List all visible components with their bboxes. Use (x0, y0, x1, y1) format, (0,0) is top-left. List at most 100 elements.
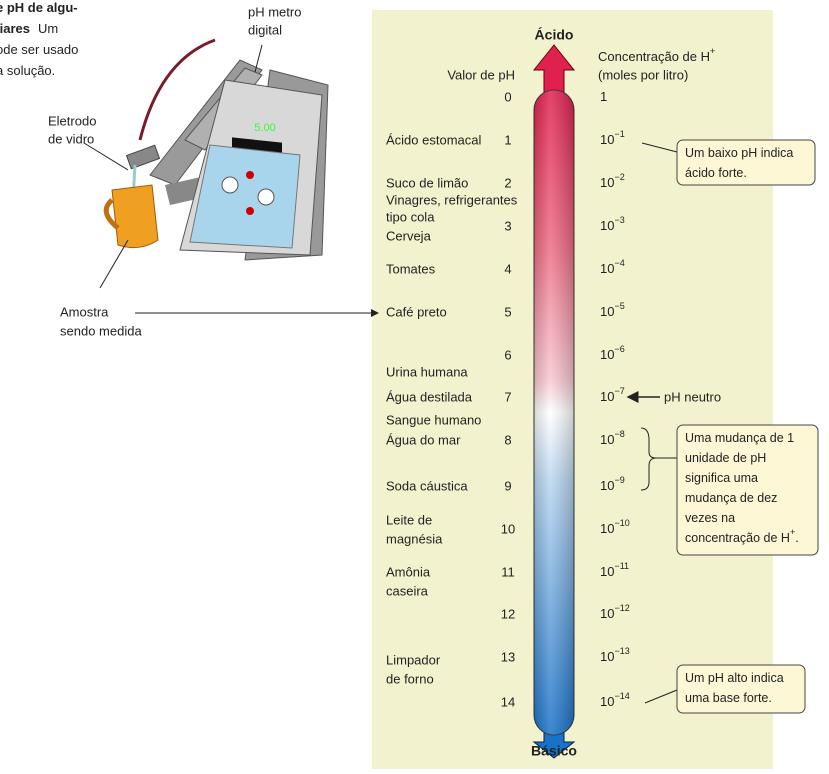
substance: de forno (386, 671, 434, 686)
substance: Amônia (386, 564, 431, 579)
meter-label: pH metro (248, 4, 301, 19)
ph-value: 12 (501, 606, 515, 621)
substance: Cerveja (386, 228, 432, 243)
caption: e pH de algu-liaresUm ode ser usado a solu… (0, 0, 78, 78)
electrode-label: Eletrodo (48, 113, 96, 128)
caption-text: a solução. (0, 63, 55, 78)
callout-text: Uma mudança de 1 (685, 431, 794, 445)
callout-text: vezes na (685, 511, 735, 525)
sample-label: Amostra (60, 304, 109, 319)
conc-base: 10 (600, 347, 614, 362)
caption-text: Um (38, 21, 58, 36)
callout-line: Uma mudança de 1 (685, 431, 794, 445)
substance: Leite de (386, 512, 432, 527)
ph-tube-shade (534, 90, 574, 735)
conc-base: 10 (600, 432, 614, 447)
ph-value: 5 (504, 304, 511, 319)
callout-text: uma base forte. (685, 691, 772, 705)
meter-display: 5.00 (254, 122, 275, 134)
callout-text: ácido forte. (685, 166, 747, 180)
conc-exp: −8 (614, 429, 624, 439)
conc-exp: −12 (614, 603, 629, 613)
conc-base: 10 (600, 478, 614, 493)
callout-text: significa uma (685, 471, 758, 485)
caption-line: ode ser usado (0, 42, 78, 57)
callout-line: ácido forte. (685, 166, 747, 180)
caption-line: liaresUm (0, 21, 58, 36)
conc-header-text: Concentração de H (598, 49, 710, 64)
callout-text: unidade de pH (685, 451, 766, 465)
conc-exp: −3 (614, 215, 624, 225)
ph-value: 8 (504, 432, 511, 447)
ph-value: 0 (504, 89, 511, 104)
substance: Tomates (386, 261, 436, 276)
conc-base: 10 (600, 389, 614, 404)
conc-base: 10 (600, 606, 614, 621)
callout-line: concentração de H (685, 531, 790, 545)
callout-tail: . (795, 531, 798, 545)
sample-label: sendo medida (60, 323, 142, 338)
conc-exp: −13 (614, 646, 629, 656)
conc-exp: −6 (614, 344, 624, 354)
substance: Sangue humano (386, 412, 481, 427)
conc-exp: −14 (614, 691, 629, 701)
ph-value: 3 (504, 218, 511, 233)
conc-base: 1 (600, 89, 607, 104)
electrode-label: de vidro (48, 131, 94, 146)
figure: 5.00 e pH de algu-liaresUm ode ser usado a… (0, 0, 829, 769)
concentration: 1 (600, 89, 607, 104)
conc-exp: −11 (614, 561, 629, 571)
caption-line: e pH de algu- (0, 0, 78, 15)
conc-base: 10 (600, 564, 614, 579)
conc-base: 10 (600, 218, 614, 233)
basic-label: Básico (531, 743, 577, 759)
conc-base: 10 (600, 304, 614, 319)
substance: Ácido estomacal (386, 132, 481, 147)
conc-base: 10 (600, 132, 614, 147)
neutral-label: pH neutro (664, 389, 721, 404)
ph-value: 9 (504, 478, 511, 493)
conc-exp: −9 (614, 475, 624, 485)
callout-line: vezes na (685, 511, 735, 525)
conc-exp: −4 (614, 258, 624, 268)
conc-base: 10 (600, 261, 614, 276)
conc-exp: −1 (614, 129, 624, 139)
acid-label: Ácido (535, 27, 574, 43)
caption-line: a solução. (0, 63, 55, 78)
ph-header: Valor de pH (447, 67, 515, 82)
conc-exp: −10 (614, 518, 629, 528)
callout-line: uma base forte. (685, 691, 772, 705)
conc-exp: −2 (614, 172, 624, 182)
conc-header-sup: + (710, 46, 715, 56)
callout-text: Um pH alto indica (685, 671, 784, 685)
callout-line: Um pH alto indica (685, 671, 784, 685)
caption-text: ode ser usado (0, 42, 78, 57)
ph-value: 7 (504, 389, 511, 404)
conc-exp: −7 (614, 386, 624, 396)
substance: Limpador (386, 652, 441, 667)
cup-pointer (100, 240, 128, 288)
ph-value: 1 (504, 132, 511, 147)
substance: Água do mar (386, 432, 461, 447)
substance: magnésia (386, 531, 443, 546)
substance: Vinagres, refrigerantes (386, 192, 518, 207)
substance: Água destilada (386, 389, 473, 404)
electrode-pointer (84, 143, 128, 170)
callout-text: mudança de dez (685, 491, 777, 505)
substance: Soda cáustica (386, 478, 468, 493)
ph-value: 4 (504, 261, 511, 276)
ph-value: 13 (501, 649, 515, 664)
callout-line: mudança de dez (685, 491, 777, 505)
conc-base: 10 (600, 175, 614, 190)
ph-meter-illustration: 5.00 (106, 40, 328, 260)
callout-line: Um baixo pH indica (685, 146, 793, 160)
ph-value: 2 (504, 175, 511, 190)
conc-base: 10 (600, 521, 614, 536)
conc-header-line2: (moles por litro) (598, 67, 688, 82)
substance: Suco de limão (386, 175, 468, 190)
conc-header: Concentração de H+ (598, 46, 715, 64)
ph-value: 6 (504, 347, 511, 362)
callout-text: Um baixo pH indica (685, 146, 793, 160)
conc-base: 10 (600, 649, 614, 664)
conc-base: 10 (600, 694, 614, 709)
